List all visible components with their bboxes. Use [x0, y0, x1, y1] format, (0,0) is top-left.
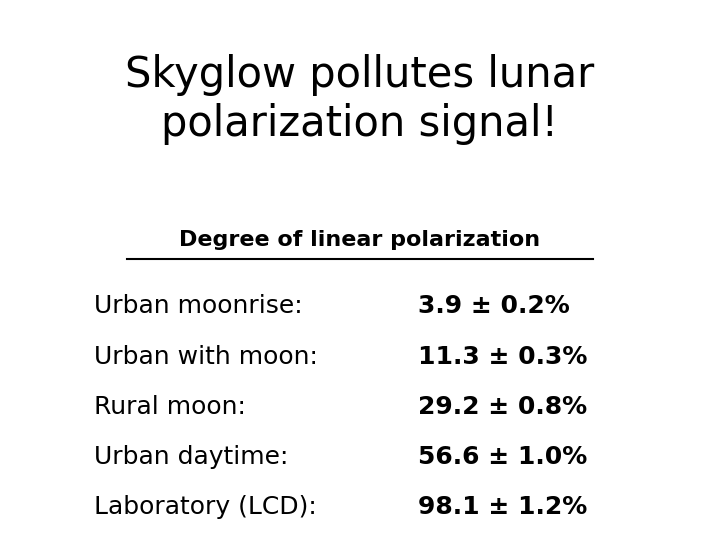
Text: 3.9 ± 0.2%: 3.9 ± 0.2%: [418, 294, 570, 318]
Text: Urban moonrise:: Urban moonrise:: [94, 294, 302, 318]
Text: Skyglow pollutes lunar
polarization signal!: Skyglow pollutes lunar polarization sign…: [125, 54, 595, 145]
Text: Degree of linear polarization: Degree of linear polarization: [179, 230, 541, 249]
Text: 56.6 ± 1.0%: 56.6 ± 1.0%: [418, 445, 587, 469]
Text: 98.1 ± 1.2%: 98.1 ± 1.2%: [418, 495, 587, 519]
Text: 11.3 ± 0.3%: 11.3 ± 0.3%: [418, 345, 587, 368]
Text: 29.2 ± 0.8%: 29.2 ± 0.8%: [418, 395, 587, 418]
Text: Laboratory (LCD):: Laboratory (LCD):: [94, 495, 316, 519]
Text: Urban daytime:: Urban daytime:: [94, 445, 288, 469]
Text: Rural moon:: Rural moon:: [94, 395, 246, 418]
Text: Urban with moon:: Urban with moon:: [94, 345, 318, 368]
